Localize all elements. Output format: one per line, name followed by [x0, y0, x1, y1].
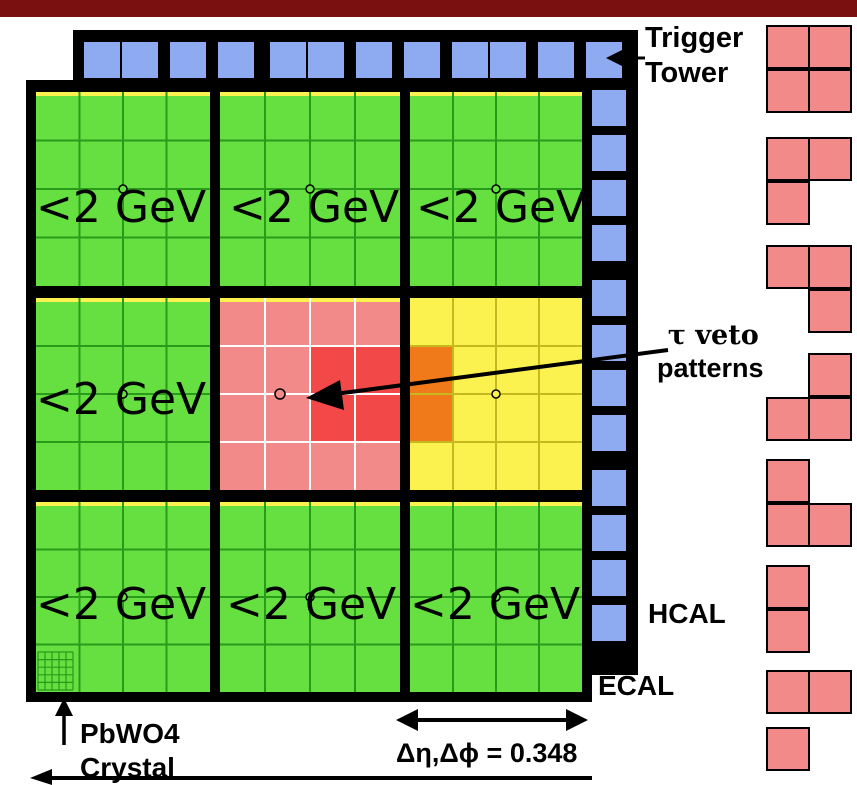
hcal-tower-top [308, 42, 344, 78]
hcal-tower-top [356, 42, 392, 78]
hcal-tower-right [590, 605, 626, 641]
region-center-marker [491, 184, 501, 194]
veto-pattern-cell [766, 245, 810, 289]
hcal-tower-right [590, 370, 626, 406]
hcal-tower-top [404, 42, 440, 78]
separator-v1 [210, 86, 220, 698]
hcal-tower-right [590, 135, 626, 171]
tau-arrow-line [319, 348, 669, 398]
crystal-label: PbWO4 Crystal [80, 720, 180, 782]
hcal-tower-top [218, 42, 254, 78]
hcal-label: HCAL [648, 598, 726, 629]
region-center-marker [491, 592, 501, 602]
hcal-tower-right [590, 280, 626, 316]
dimension-label: Δη,Δϕ = 0.348 [396, 738, 578, 768]
veto-pattern-cell [808, 245, 852, 289]
bottom-arrow-left [30, 769, 52, 785]
region-center-marker [118, 592, 128, 602]
veto-pattern-cell [808, 670, 852, 714]
separator-h1 [30, 286, 588, 298]
veto-pattern-cell [766, 25, 810, 69]
dimension-arrow-left [396, 709, 418, 731]
hcal-tower-right [590, 90, 626, 126]
tau-veto-label-line2: patterns [657, 353, 764, 383]
tau-arrow-head [306, 380, 344, 410]
hcal-tower-right [590, 225, 626, 261]
veto-pattern-cell [766, 609, 810, 653]
veto-pattern-cell [766, 503, 810, 547]
region-center-marker [491, 389, 501, 399]
energy-label-bottom-middle: <2 GeV [226, 583, 397, 627]
veto-pattern-cell [808, 353, 852, 397]
hcal-tower-top [170, 42, 206, 78]
energy-label-bottom-right: <2 GeV [410, 583, 581, 627]
veto-pattern-cell [766, 397, 810, 441]
energy-label-middle-left: <2 GeV [36, 378, 207, 422]
region-center-marker [118, 184, 128, 194]
trigger-tower-label-line1: Trigger [645, 22, 744, 54]
energy-label-top-middle: <2 GeV [229, 186, 399, 230]
veto-pattern-cell [808, 137, 852, 181]
ecal-label: ECAL [598, 670, 675, 701]
veto-pattern-cell [766, 181, 810, 225]
veto-pattern-cell [808, 289, 852, 333]
veto-pattern-cell [808, 397, 852, 441]
crystal-label-line2: Crystal [80, 752, 175, 783]
veto-pattern-cell [808, 503, 852, 547]
veto-pattern-cell [808, 25, 852, 69]
veto-pattern-cell [766, 565, 810, 609]
veto-pattern-cell [766, 137, 810, 181]
veto-pattern-cell [766, 670, 810, 714]
separator-v2 [400, 86, 410, 698]
hcal-tower-top [270, 42, 306, 78]
hcal-tower-right [590, 515, 626, 551]
veto-pattern-cell [766, 459, 810, 503]
hcal-tower-top [538, 42, 574, 78]
dimension-arrow-right [566, 709, 588, 731]
trigger-tower-label-line2: Tower [645, 57, 729, 89]
hcal-tower-right [590, 470, 626, 506]
hcal-tower-top [490, 42, 526, 78]
hcal-tower-right [590, 180, 626, 216]
region-center-marker [118, 389, 128, 399]
trigger-arrow-head [606, 48, 626, 68]
energy-label-top-left: <2 GeV [36, 186, 207, 230]
hcal-tower-top [122, 42, 158, 78]
region-center-marker [305, 184, 315, 194]
veto-pattern-cell [766, 69, 810, 113]
hcal-tower-right [590, 415, 626, 451]
veto-pattern-cell [808, 69, 852, 113]
trigger-tower-label: Trigger Tower [645, 24, 743, 88]
region-center-marker [274, 388, 286, 400]
crystal-arrow-head [55, 698, 73, 716]
tau-veto-label-line1: τ veto [667, 320, 759, 351]
tau-veto-label: τ veto patterns [657, 320, 764, 382]
separator-h2 [30, 490, 588, 502]
hcal-tower-top [452, 42, 488, 78]
energy-label-top-right: <2 GeV [416, 186, 582, 230]
hcal-tower-right [590, 560, 626, 596]
region-center-marker [305, 592, 315, 602]
veto-pattern-cell [766, 727, 810, 771]
crystal-label-line1: PbWO4 [80, 718, 180, 749]
hcal-tower-top [84, 42, 120, 78]
top-bar [0, 0, 857, 17]
energy-label-bottom-left: <2 GeV [36, 583, 207, 627]
